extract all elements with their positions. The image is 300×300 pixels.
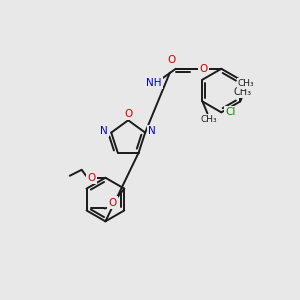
Text: O: O	[200, 64, 208, 74]
Text: CH₃: CH₃	[200, 115, 217, 124]
Text: O: O	[108, 197, 116, 208]
Text: O: O	[168, 55, 176, 65]
Text: N: N	[148, 126, 156, 136]
Text: CH₃: CH₃	[233, 86, 251, 97]
Text: CH₃: CH₃	[238, 79, 254, 88]
Text: O: O	[87, 173, 96, 183]
Text: NH: NH	[146, 78, 162, 88]
Text: Cl: Cl	[225, 107, 236, 117]
Text: O: O	[124, 109, 132, 119]
Text: N: N	[100, 126, 108, 136]
